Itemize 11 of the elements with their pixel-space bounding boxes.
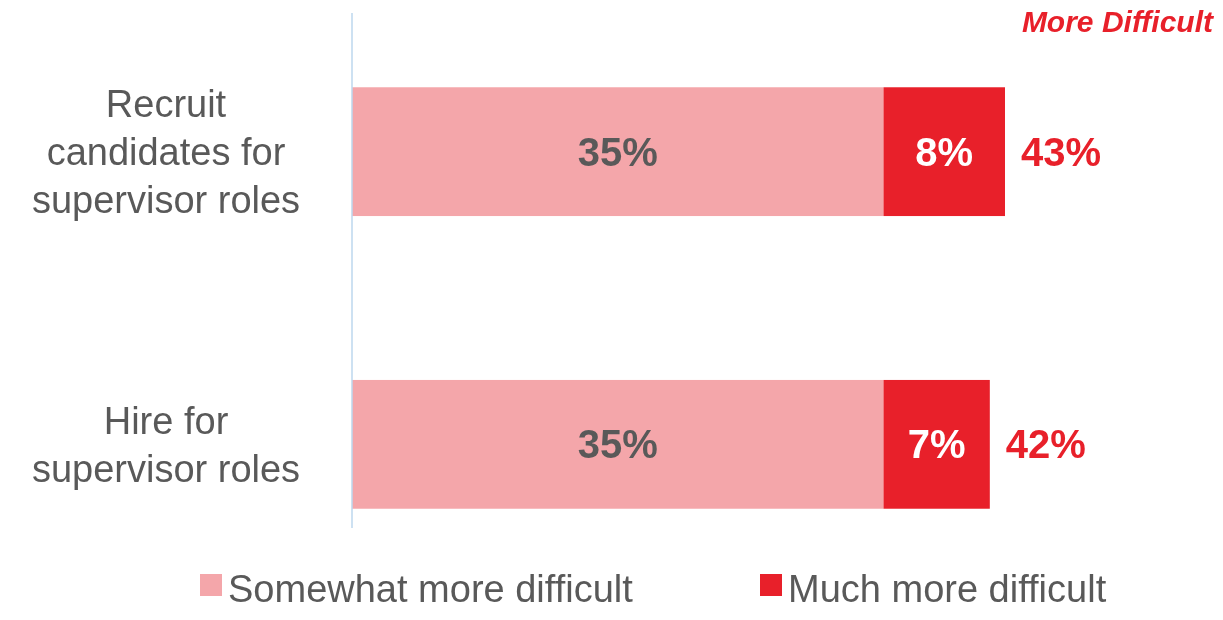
legend-label: Somewhat more difficult bbox=[228, 568, 634, 610]
data-label: 7% bbox=[907, 422, 966, 467]
data-label: 35% bbox=[577, 129, 658, 174]
data-label: 35% bbox=[577, 422, 658, 467]
y-tick-label: Hire for supervisor roles bbox=[31, 399, 301, 490]
total-label: 42% bbox=[1005, 422, 1086, 467]
data-label: 8% bbox=[915, 129, 974, 174]
y-tick-label: Recruit candidates for supervisor roles bbox=[31, 82, 301, 221]
legend-label: Much more difficult bbox=[788, 568, 1107, 610]
total-label: 43% bbox=[1021, 129, 1102, 174]
text: More Difficult bbox=[1021, 5, 1215, 38]
